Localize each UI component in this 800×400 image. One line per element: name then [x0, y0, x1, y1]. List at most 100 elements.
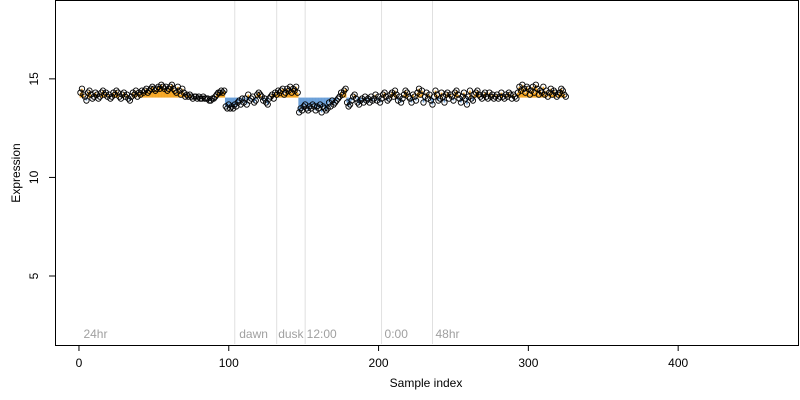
data-point	[558, 85, 565, 92]
data-point	[540, 83, 547, 90]
region-label: dawn	[239, 327, 268, 341]
x-axis: 0 100 200 300 400	[76, 345, 688, 370]
region-labels: 24hr dawn dusk 12:00 0:00 48hr	[83, 327, 459, 341]
data-point	[523, 83, 531, 90]
region-dividers	[234, 1, 433, 344]
data-point	[442, 91, 450, 98]
x-tick-label: 300	[518, 356, 538, 370]
region-label: 48hr	[435, 327, 459, 341]
data-point	[294, 89, 301, 96]
data-point	[331, 99, 339, 106]
data-point	[468, 95, 475, 102]
data-point	[261, 95, 268, 102]
data-point	[432, 87, 439, 94]
data-point	[460, 89, 468, 96]
data-point	[339, 91, 346, 98]
data-point	[168, 81, 175, 88]
data-point	[384, 97, 391, 104]
data-point	[107, 95, 114, 102]
data-point	[144, 89, 152, 96]
x-tick-label: 400	[668, 356, 688, 370]
data-point	[453, 87, 460, 94]
data-point	[345, 103, 352, 110]
data-point	[555, 91, 562, 98]
data-point	[471, 91, 478, 98]
data-point	[562, 93, 569, 100]
data-point	[293, 83, 300, 90]
data-points	[77, 81, 569, 116]
data-point	[441, 99, 448, 106]
data-point	[78, 85, 86, 92]
region-label: 12:00	[307, 327, 337, 341]
data-point	[475, 91, 483, 98]
data-point	[553, 93, 560, 100]
data-point	[264, 101, 271, 108]
data-point	[322, 107, 330, 114]
data-point	[376, 99, 384, 106]
data-point	[257, 91, 264, 98]
data-point	[210, 95, 217, 102]
data-point	[140, 89, 147, 96]
data-point	[469, 97, 477, 104]
data-point	[402, 87, 409, 94]
data-point	[340, 87, 348, 94]
x-axis-title: Sample index	[390, 376, 463, 390]
data-point	[474, 87, 481, 94]
deviation-segments	[79, 84, 566, 113]
data-point	[346, 101, 354, 108]
data-point	[466, 87, 474, 94]
data-point	[89, 95, 96, 102]
data-point	[243, 101, 250, 108]
data-point	[321, 105, 328, 112]
data-point	[369, 97, 376, 104]
data-point	[450, 97, 457, 104]
data-point	[188, 93, 195, 100]
x-tick-label: 100	[219, 356, 239, 370]
data-point	[281, 91, 288, 98]
data-point	[435, 97, 442, 104]
x-tick-label: 0	[76, 356, 83, 370]
x-tick-label: 200	[369, 356, 389, 370]
data-point	[171, 87, 178, 94]
data-point	[490, 95, 498, 102]
data-point	[550, 87, 557, 94]
data-point	[399, 95, 406, 102]
data-point	[412, 97, 420, 104]
data-point	[427, 97, 435, 104]
data-point	[218, 87, 225, 94]
data-point	[334, 95, 342, 102]
data-point	[351, 91, 358, 98]
data-point	[255, 89, 262, 96]
data-point	[86, 87, 93, 94]
data-point	[212, 93, 219, 100]
data-point	[532, 81, 540, 88]
data-point	[198, 95, 205, 102]
data-point	[391, 87, 399, 94]
data-point	[153, 85, 161, 92]
data-point	[330, 101, 337, 108]
data-point	[179, 85, 186, 92]
data-point	[251, 99, 258, 106]
data-point	[81, 93, 89, 100]
data-point	[333, 97, 340, 104]
data-point	[483, 93, 490, 100]
data-point	[448, 93, 456, 100]
data-point	[457, 99, 465, 106]
region-label: dusk	[278, 327, 304, 341]
data-point	[239, 95, 246, 102]
data-point	[263, 99, 270, 106]
data-point	[342, 85, 349, 92]
data-point	[159, 83, 167, 90]
data-point	[219, 89, 226, 96]
data-point	[92, 89, 99, 96]
data-point	[83, 97, 90, 104]
data-point	[227, 105, 234, 112]
data-point	[463, 101, 471, 108]
region-label: 24hr	[83, 327, 107, 341]
data-point	[403, 89, 411, 96]
data-point	[252, 97, 259, 104]
data-point	[221, 87, 228, 94]
data-point	[561, 91, 568, 98]
